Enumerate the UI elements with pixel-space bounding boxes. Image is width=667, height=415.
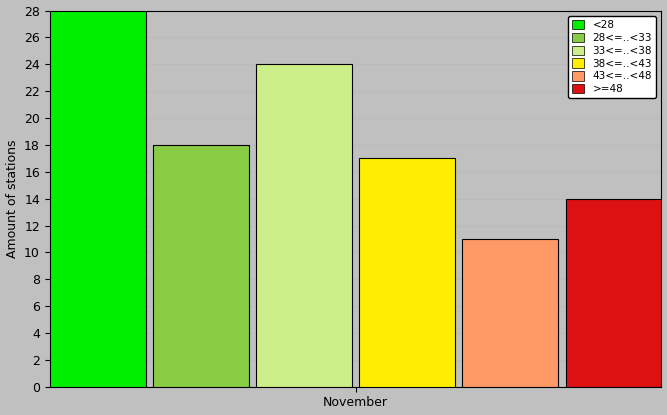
Bar (153, 145, 249, 387)
Y-axis label: Amount of stations: Amount of stations (5, 139, 19, 258)
Bar (50, 10, 145, 387)
Bar (360, 159, 455, 387)
Bar (462, 239, 558, 387)
Bar (256, 64, 352, 387)
Legend: <28, 28<=..<33, 33<=..<38, 38<=..<43, 43<=..<48, >=48: <28, 28<=..<33, 33<=..<38, 38<=..<43, 43… (568, 16, 656, 98)
Bar (566, 199, 662, 387)
